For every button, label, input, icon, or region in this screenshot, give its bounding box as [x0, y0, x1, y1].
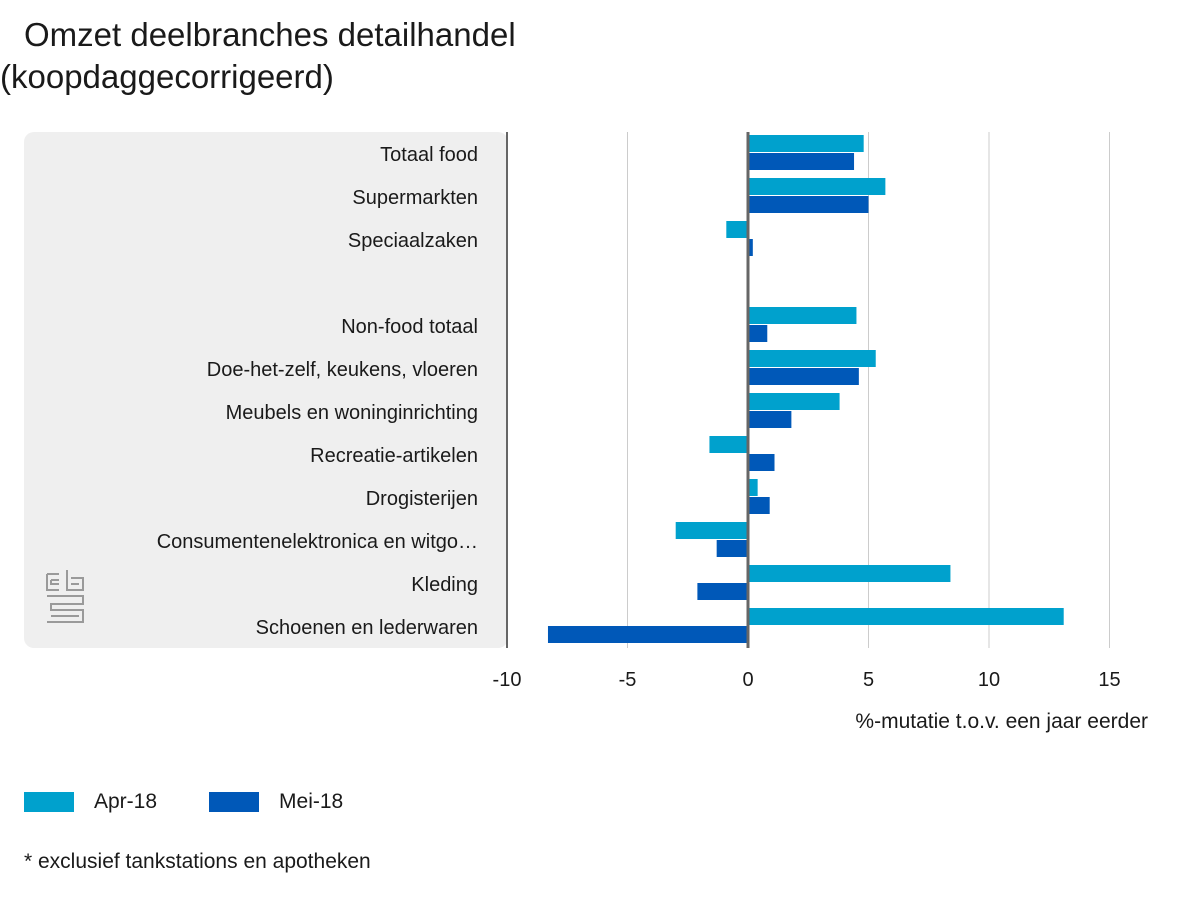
chart-title-line1: Omzet deelbranches detailhandel: [24, 16, 516, 53]
category-label: Non-food totaal: [341, 316, 478, 338]
legend-item-mei: Mei-18: [209, 790, 343, 814]
footnote: * exclusief tankstations en apotheken: [24, 850, 371, 873]
legend-swatch-apr: [24, 792, 74, 812]
bar-mei: [748, 325, 768, 342]
bar-mei: [697, 583, 748, 600]
label-panel: [24, 132, 508, 648]
cbs-logo-icon: [46, 570, 84, 623]
bar-apr: [748, 135, 864, 152]
bar-apr: [748, 565, 951, 582]
category-label: Schoenen en lederwaren: [256, 617, 478, 639]
legend-swatch-mei: [209, 792, 260, 812]
bar-apr: [748, 479, 758, 496]
bar-mei: [748, 411, 792, 428]
x-tick-label: 5: [863, 669, 874, 691]
chart-title: Omzet deelbranches detailhandel (koopdag…: [0, 14, 700, 98]
x-tick-label: 10: [978, 669, 1000, 691]
category-label: Totaal food: [380, 144, 478, 166]
x-axis-title: %-mutatie t.o.v. een jaar eerder: [855, 710, 1148, 733]
bar-mei: [748, 454, 775, 471]
category-label: Supermarkten: [352, 187, 478, 209]
bar-apr: [748, 178, 886, 195]
x-tick-label: -10: [493, 669, 522, 691]
bar-apr: [748, 350, 876, 367]
chart-title-line2: (koopdaggecorrigeerd): [0, 58, 334, 95]
bar-mei: [748, 196, 869, 213]
x-tick-label: 0: [742, 669, 753, 691]
category-label: Consumentenelektronica en witgo…: [157, 531, 478, 553]
bar-apr: [748, 608, 1064, 625]
bar-mei: [748, 368, 859, 385]
x-tick-label: -5: [619, 669, 637, 691]
bar-mei: [748, 153, 855, 170]
category-label: Drogisterijen: [366, 488, 478, 510]
legend: Apr-18 Mei-18: [24, 790, 395, 814]
category-label: Recreatie-artikelen: [310, 445, 478, 467]
bar-apr: [748, 393, 840, 410]
bar-apr: [709, 436, 748, 453]
legend-label-apr: Apr-18: [94, 790, 158, 813]
category-label: Speciaalzaken: [348, 230, 478, 252]
category-label: Meubels en woninginrichting: [226, 402, 478, 424]
bar-mei: [716, 540, 748, 557]
category-label: Kleding: [411, 574, 478, 596]
category-label: Doe-het-zelf, keukens, vloeren: [207, 359, 478, 381]
bar-apr: [675, 522, 748, 539]
bar-mei: [748, 239, 753, 256]
bar-mei: [547, 626, 748, 643]
bar-apr: [726, 221, 748, 238]
x-tick-label: 15: [1098, 669, 1120, 691]
bar-mei: [748, 497, 770, 514]
legend-item-apr: Apr-18: [24, 790, 157, 814]
bar-apr: [748, 307, 857, 324]
legend-label-mei: Mei-18: [279, 790, 344, 813]
